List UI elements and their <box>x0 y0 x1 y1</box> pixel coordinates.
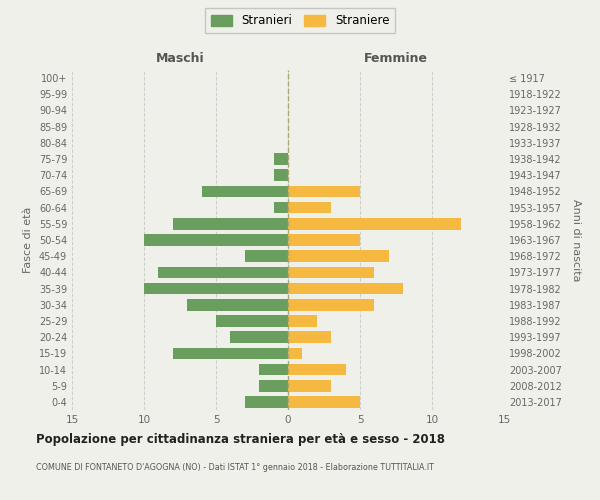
Bar <box>173 218 288 230</box>
Text: Maschi: Maschi <box>155 52 205 65</box>
Text: Popolazione per cittadinanza straniera per età e sesso - 2018: Popolazione per cittadinanza straniera p… <box>36 432 445 446</box>
Bar <box>274 153 288 165</box>
Bar <box>288 282 403 294</box>
Bar <box>259 380 288 392</box>
Legend: Stranieri, Straniere: Stranieri, Straniere <box>205 8 395 33</box>
Bar <box>288 186 360 198</box>
Bar <box>288 234 360 246</box>
Text: COMUNE DI FONTANETO D'AGOGNA (NO) - Dati ISTAT 1° gennaio 2018 - Elaborazione TU: COMUNE DI FONTANETO D'AGOGNA (NO) - Dati… <box>36 462 434 471</box>
Bar <box>288 315 317 327</box>
Bar <box>288 250 389 262</box>
Bar <box>288 299 374 310</box>
Bar <box>230 332 288 343</box>
Y-axis label: Fasce di età: Fasce di età <box>23 207 33 273</box>
Bar <box>288 332 331 343</box>
Bar <box>173 348 288 359</box>
Bar <box>288 202 331 213</box>
Bar <box>288 380 331 392</box>
Bar <box>274 202 288 213</box>
Bar <box>216 315 288 327</box>
Bar <box>274 170 288 181</box>
Bar <box>288 348 302 359</box>
Text: Femmine: Femmine <box>364 52 428 65</box>
Bar <box>245 250 288 262</box>
Bar <box>288 364 346 376</box>
Bar <box>259 364 288 376</box>
Bar <box>144 282 288 294</box>
Bar <box>288 218 461 230</box>
Bar <box>202 186 288 198</box>
Bar <box>187 299 288 310</box>
Bar <box>144 234 288 246</box>
Bar <box>158 266 288 278</box>
Bar <box>288 266 374 278</box>
Y-axis label: Anni di nascita: Anni di nascita <box>571 198 581 281</box>
Bar <box>245 396 288 407</box>
Bar <box>288 396 360 407</box>
